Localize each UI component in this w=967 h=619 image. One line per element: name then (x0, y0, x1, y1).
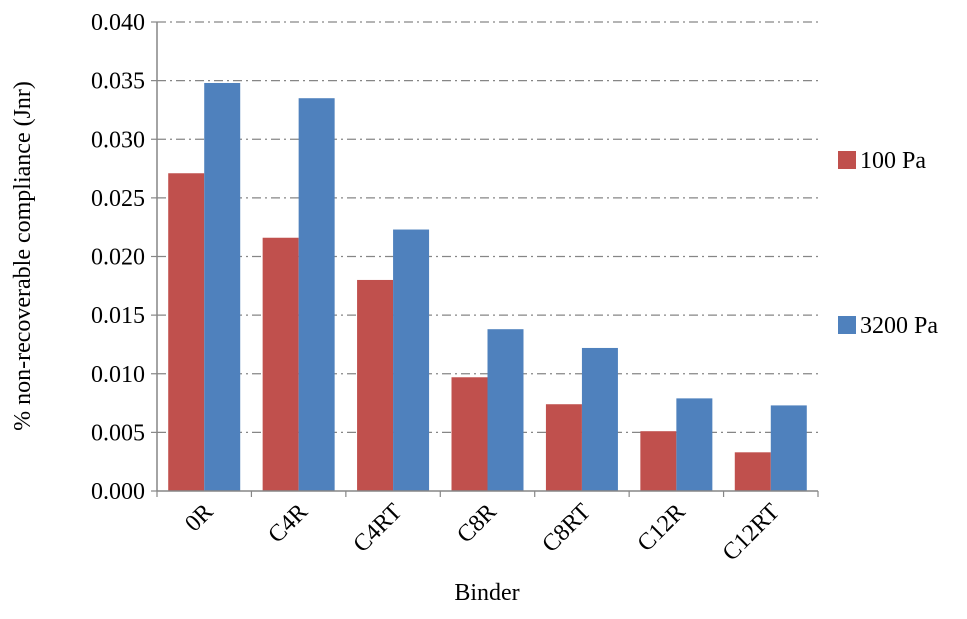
bar-100-pa-c4r (262, 237, 299, 491)
bar-3200-pa-c12rt (770, 405, 807, 491)
bar-3200-pa-c12r (676, 398, 713, 491)
bar-3200-pa-0r (204, 82, 241, 491)
x-tick-label: C12RT (718, 499, 786, 567)
y-tick-label: 0.015 (91, 303, 145, 329)
bar-100-pa-c8r (451, 377, 488, 491)
legend: 100 Pa 3200 Pa (838, 148, 938, 339)
legend-swatch (838, 151, 856, 169)
bar-100-pa-c12rt (734, 452, 771, 491)
legend-swatch (838, 316, 856, 334)
legend-label: 3200 Pa (860, 313, 938, 339)
bar-3200-pa-c4rt (393, 229, 430, 491)
y-tick-label: 0.005 (91, 420, 145, 446)
bar-3200-pa-c8r (487, 329, 524, 491)
y-tick-label: 0.035 (91, 69, 145, 95)
y-tick-label: 0.020 (91, 245, 145, 271)
x-tick-label: C4R (263, 499, 313, 549)
bar-3200-pa-c4r (298, 98, 335, 492)
x-tick-label: C8R (452, 499, 502, 549)
axes (156, 22, 818, 492)
bar-100-pa-c8rt (545, 404, 582, 491)
y-tick-label: 0.010 (91, 362, 145, 388)
y-tick-label: 0.040 (91, 10, 145, 36)
y-tick-label: 0.000 (91, 479, 145, 505)
x-tick-label: 0R (180, 499, 218, 537)
x-tick-label: C4RT (348, 499, 407, 558)
bar-3200-pa-c8rt (581, 347, 618, 491)
bar-100-pa-c4rt (357, 279, 394, 491)
y-axis-title: % non-recoverable compliance (Jnr) (10, 81, 36, 431)
x-tick-label: C12R (633, 499, 691, 557)
y-tick-label: 0.030 (91, 127, 145, 153)
x-tick-label: C8RT (537, 499, 596, 558)
y-tick-label: 0.025 (91, 186, 145, 212)
bar-100-pa-0r (168, 173, 205, 491)
bar-100-pa-c12r (640, 431, 677, 491)
x-tick-labels: 0R C4R C4RT C8R C8RT C12R C12RT (180, 499, 785, 567)
x-axis-title: Binder (454, 580, 519, 606)
legend-label: 100 Pa (860, 148, 926, 174)
y-tick-labels: 0.000 0.005 0.010 0.015 0.020 0.025 0.030 0.035… (91, 10, 145, 505)
bars (168, 82, 807, 492)
